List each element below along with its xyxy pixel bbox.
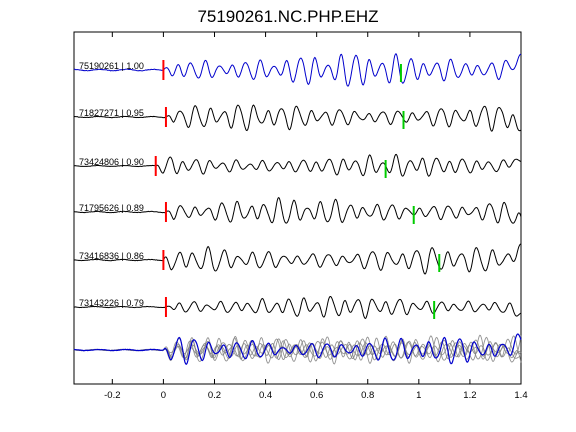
- trace-line-5: [73, 243, 522, 275]
- trace-label-6: 73143226 | 0.79: [79, 298, 144, 308]
- x-tick-label: 1.2: [463, 390, 476, 401]
- stack-trace-1: [73, 333, 522, 365]
- picks-layer: [154, 60, 441, 319]
- x-tick-label: 0: [161, 390, 166, 401]
- x-tick-label: 0.2: [208, 390, 221, 401]
- trace-labels: 75190261 | 1.00 71827271 | 0.95 73424806 |…: [79, 61, 144, 308]
- trace-label-4: 71795626 | 0.89: [79, 203, 144, 213]
- trace-line-3: [73, 153, 522, 177]
- chart-title: 75190261.NC.PHP.EHZ: [197, 7, 379, 26]
- x-tick-label: 1.4: [514, 390, 527, 401]
- x-tick-label: 0.6: [310, 390, 323, 401]
- traces-layer: [73, 53, 522, 320]
- trace-line-1: [73, 53, 521, 87]
- x-tick-label: 0.4: [259, 390, 272, 401]
- axes-box: [73, 31, 522, 385]
- trace-line-2: [73, 104, 522, 132]
- x-tick-label: 0.8: [361, 390, 374, 401]
- trace-label-1: 75190261 | 1.00: [79, 61, 144, 71]
- trace-label-2: 71827271 | 0.95: [79, 108, 144, 118]
- x-tick-label: -0.2: [104, 390, 120, 401]
- x-tick-label: 1: [416, 390, 421, 401]
- trace-line-4: [73, 196, 522, 224]
- stack-overlay: [73, 333, 522, 365]
- x-axis-ticks: -0.2 0 0.2 0.4 0.6 0.8 1 1.2 1.4: [104, 32, 528, 401]
- trace-label-3: 73424806 | 0.90: [79, 157, 144, 167]
- trace-label-5: 73416836 | 0.86: [79, 251, 144, 261]
- trace-line-6: [73, 295, 522, 320]
